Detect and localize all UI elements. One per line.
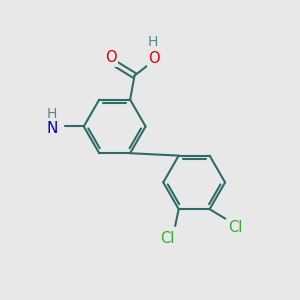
Text: Cl: Cl: [228, 220, 242, 235]
Text: H: H: [148, 35, 158, 49]
Text: Cl: Cl: [160, 231, 174, 246]
Text: H: H: [47, 107, 57, 121]
Text: O: O: [148, 51, 160, 66]
Text: O: O: [105, 50, 117, 65]
Text: N: N: [46, 121, 58, 136]
